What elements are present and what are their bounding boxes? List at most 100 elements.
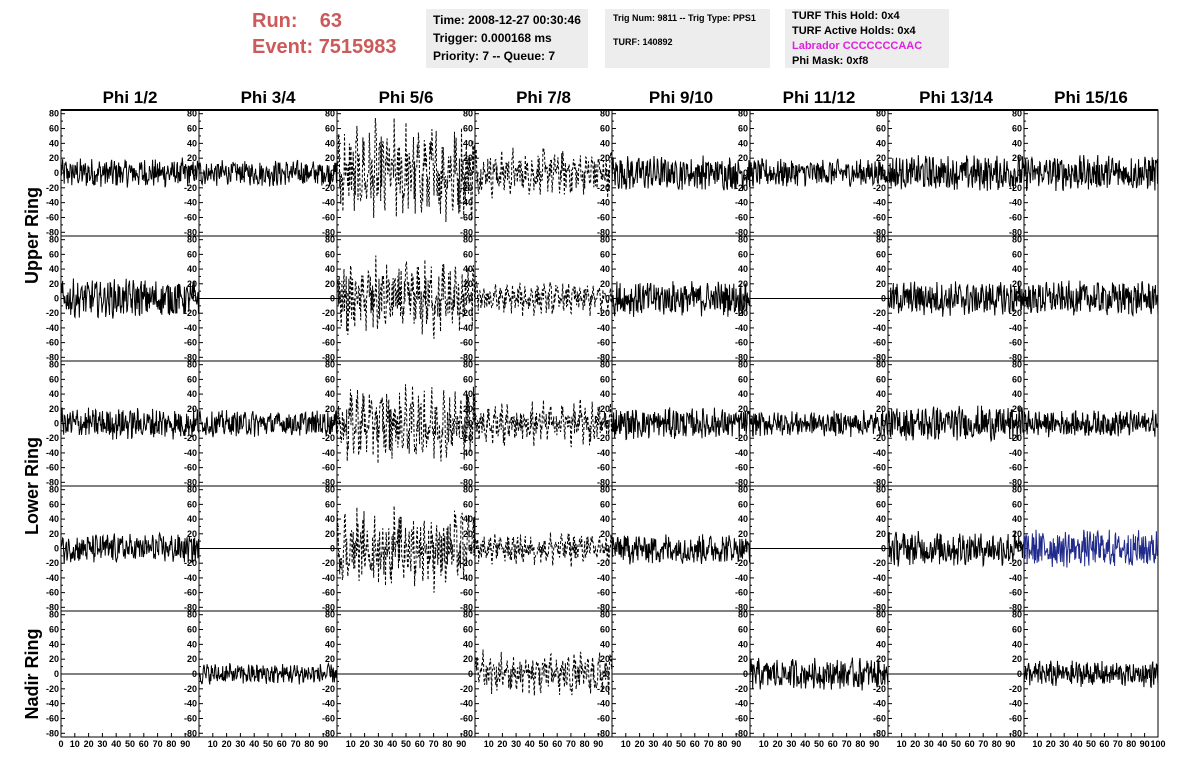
y-tick-label: -20 <box>735 433 748 443</box>
y-tick-label: 80 <box>1012 610 1022 620</box>
y-tick-label: -40 <box>460 699 473 709</box>
turf-this-hold-text: TURF This Hold: 0x4 <box>792 10 900 22</box>
y-tick-label: -60 <box>46 713 59 723</box>
x-tick-label: 30 <box>648 739 658 749</box>
y-tick-label: -60 <box>460 338 473 348</box>
column-title: Phi 15/16 <box>1054 88 1128 107</box>
waveform-trace <box>749 657 889 691</box>
y-tick-label: 60 <box>49 124 59 134</box>
turf-text: TURF: 140892 <box>613 37 673 47</box>
y-tick-label: -20 <box>184 684 197 694</box>
y-tick-label: -40 <box>46 323 59 333</box>
y-tick-label: 80 <box>738 485 748 495</box>
waveform-trace <box>749 409 889 438</box>
x-tick-label: 70 <box>1113 739 1123 749</box>
y-tick-label: -60 <box>597 713 610 723</box>
y-tick-label: -80 <box>322 728 335 738</box>
y-tick-label: -20 <box>460 684 473 694</box>
x-tick-label: 40 <box>662 739 672 749</box>
y-tick-label: 40 <box>1012 639 1022 649</box>
y-tick-label: 60 <box>49 374 59 384</box>
y-tick-label: 60 <box>600 499 610 509</box>
y-tick-label: 20 <box>738 654 748 664</box>
y-tick-label: 40 <box>49 514 59 524</box>
y-tick-label: 40 <box>600 264 610 274</box>
y-tick-label: -40 <box>322 198 335 208</box>
waveform-trace <box>474 280 613 317</box>
y-tick-label: 40 <box>325 514 335 524</box>
x-tick-label: 100 <box>1150 739 1165 749</box>
y-tick-label: -80 <box>873 728 886 738</box>
y-tick-label: -20 <box>1009 684 1022 694</box>
y-tick-label: -40 <box>1009 323 1022 333</box>
y-tick-label: 0 <box>192 168 197 178</box>
y-tick-label: 40 <box>600 639 610 649</box>
y-tick-label: 80 <box>49 360 59 370</box>
y-tick-label: -80 <box>46 602 59 612</box>
y-tick-label: 60 <box>600 625 610 635</box>
y-tick-label: 80 <box>325 610 335 620</box>
waveform-trace <box>60 278 200 319</box>
event-value: 7515983 <box>318 36 397 58</box>
y-tick-label: -20 <box>735 684 748 694</box>
y-tick-label: 60 <box>325 625 335 635</box>
y-tick-label: -80 <box>184 602 197 612</box>
y-tick-label: -80 <box>1009 227 1022 237</box>
y-tick-label: 0 <box>192 419 197 429</box>
y-tick-label: 20 <box>876 404 886 414</box>
y-tick-label: -20 <box>46 684 59 694</box>
waveform-trace <box>1023 409 1159 438</box>
y-tick-label: 60 <box>738 249 748 259</box>
y-tick-label: 80 <box>1012 360 1022 370</box>
y-tick-label: -20 <box>46 558 59 568</box>
y-tick-label: -80 <box>1009 477 1022 487</box>
y-tick-label: 20 <box>600 279 610 289</box>
y-tick-label: -40 <box>322 323 335 333</box>
x-tick-label: 70 <box>153 739 163 749</box>
waveform-trace <box>60 157 200 188</box>
y-tick-label: -60 <box>735 588 748 598</box>
y-tick-label: 60 <box>325 249 335 259</box>
y-tick-label: -60 <box>735 212 748 222</box>
x-tick-label: 30 <box>924 739 934 749</box>
y-tick-label: -40 <box>322 699 335 709</box>
y-tick-label: -60 <box>1009 463 1022 473</box>
y-tick-label: 40 <box>1012 389 1022 399</box>
x-tick-label: 50 <box>538 739 548 749</box>
y-tick-label: -60 <box>46 212 59 222</box>
y-tick-label: 40 <box>876 389 886 399</box>
turf-info-panel: TURF This Hold: 0x4 TURF Active Holds: 0… <box>785 9 949 68</box>
waveform-trace <box>336 384 476 464</box>
y-tick-label: -60 <box>1009 588 1022 598</box>
y-tick-label: -40 <box>460 198 473 208</box>
y-tick-label: -40 <box>735 699 748 709</box>
y-tick-label: -60 <box>46 588 59 598</box>
x-tick-label: 40 <box>1073 739 1083 749</box>
y-tick-label: 40 <box>325 264 335 274</box>
y-tick-label: 40 <box>463 264 473 274</box>
y-tick-label: 0 <box>330 544 335 554</box>
y-tick-label: -20 <box>460 308 473 318</box>
y-tick-label: 0 <box>330 168 335 178</box>
y-tick-label: -20 <box>873 308 886 318</box>
y-tick-label: -80 <box>735 728 748 738</box>
y-tick-label: -40 <box>735 323 748 333</box>
y-tick-label: -20 <box>184 558 197 568</box>
y-tick-label: 20 <box>187 279 197 289</box>
y-tick-label: 40 <box>49 639 59 649</box>
y-tick-label: 40 <box>187 389 197 399</box>
y-tick-label: 60 <box>876 625 886 635</box>
y-tick-label: 0 <box>743 419 748 429</box>
y-tick-label: -80 <box>1009 602 1022 612</box>
y-tick-label: 20 <box>876 153 886 163</box>
y-tick-label: -80 <box>597 352 610 362</box>
y-tick-label: 80 <box>187 360 197 370</box>
y-tick-label: 60 <box>1012 625 1022 635</box>
trigger-info-panel: Trig Num: 9811 -- Trig Type: PPS1 TURF: … <box>605 9 770 68</box>
y-tick-label: -60 <box>322 713 335 723</box>
y-tick-label: 0 <box>1017 544 1022 554</box>
column-title: Phi 7/8 <box>516 88 571 107</box>
x-tick-label: 20 <box>910 739 920 749</box>
y-tick-label: 60 <box>463 374 473 384</box>
y-tick-label: 20 <box>600 404 610 414</box>
